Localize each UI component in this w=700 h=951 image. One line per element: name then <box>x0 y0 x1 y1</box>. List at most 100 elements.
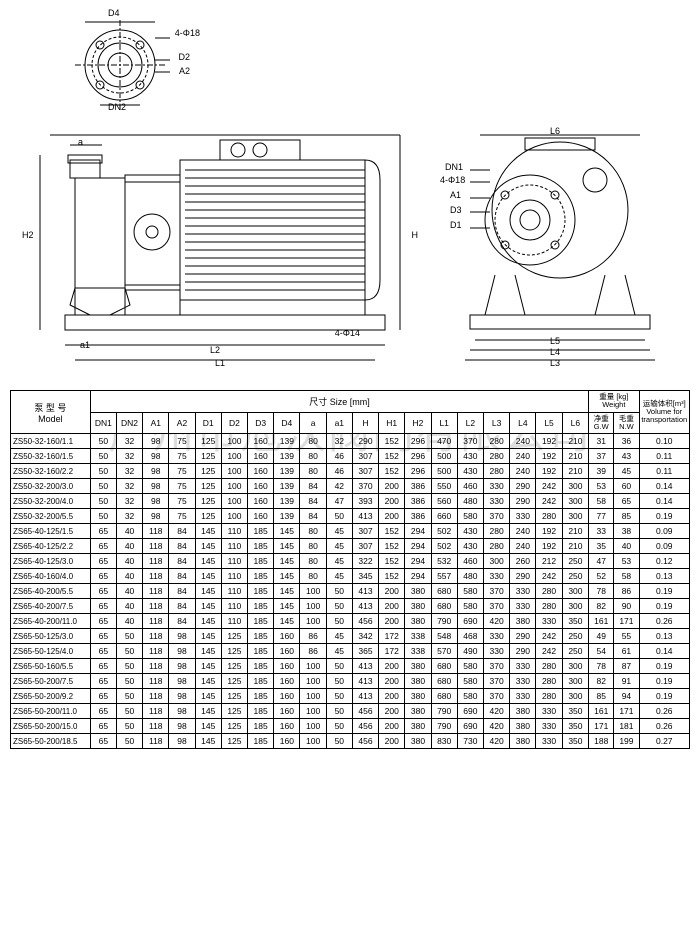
cell-dim: 80 <box>300 539 326 554</box>
cell-dim: 730 <box>457 734 483 749</box>
cell-dim: 45 <box>326 539 352 554</box>
cell-dim: 680 <box>431 599 457 614</box>
cell-dim: 370 <box>484 659 510 674</box>
cell-dim: 125 <box>221 674 247 689</box>
cell-dim: 160 <box>248 434 274 449</box>
cell-dim: 139 <box>274 434 300 449</box>
cell-vol: 0.10 <box>639 434 689 449</box>
hdr-dim: A2 <box>169 412 195 434</box>
table-row: ZS65-50-160/5.56550118981451251851601005… <box>11 659 690 674</box>
cell-dim: 50 <box>326 614 352 629</box>
cell-dim: 330 <box>536 719 562 734</box>
cell-dim: 118 <box>143 614 169 629</box>
cell-dim: 145 <box>195 524 221 539</box>
cell-dim: 294 <box>405 539 431 554</box>
cell-dim: 145 <box>195 584 221 599</box>
label-a2: A2 <box>179 66 190 76</box>
cell-dim: 65 <box>90 614 116 629</box>
cell-dim: 40 <box>116 614 142 629</box>
cell-dim: 430 <box>457 539 483 554</box>
table-row: ZS65-50-200/18.5655011898145125185160100… <box>11 734 690 749</box>
cell-model: ZS65-50-200/7.5 <box>11 674 91 689</box>
cell-dim: 125 <box>221 659 247 674</box>
cell-dim: 280 <box>484 449 510 464</box>
cell-dim: 330 <box>484 479 510 494</box>
cell-dim: 98 <box>169 704 195 719</box>
cell-dim: 110 <box>221 584 247 599</box>
table-row: ZS50-32-200/5.55032987512510016013984504… <box>11 509 690 524</box>
cell-dim: 118 <box>143 644 169 659</box>
cell-dim: 420 <box>484 704 510 719</box>
cell-dim: 460 <box>457 479 483 494</box>
cell-vol: 0.14 <box>639 479 689 494</box>
cell-model: ZS65-50-200/15.0 <box>11 719 91 734</box>
cell-dim: 172 <box>379 644 405 659</box>
cell-dim: 420 <box>484 614 510 629</box>
cell-dim: 430 <box>457 464 483 479</box>
cell-dim: 456 <box>352 719 378 734</box>
cell-dim: 185 <box>248 554 274 569</box>
cell-vol: 0.19 <box>639 659 689 674</box>
cell-dim: 40 <box>116 599 142 614</box>
cell-dim: 280 <box>484 539 510 554</box>
cell-dim: 250 <box>562 554 589 569</box>
cell-dim: 100 <box>300 719 326 734</box>
cell-dim: 47 <box>326 494 352 509</box>
cell-dim: 480 <box>457 569 483 584</box>
hdr-dim: D1 <box>195 412 221 434</box>
cell-dim: 160 <box>274 734 300 749</box>
cell-dim: 192 <box>536 464 562 479</box>
cell-dim: 185 <box>248 569 274 584</box>
hdr-dims-row: DN1 DN2 A1 A2 D1 D2 D3 D4 a a1 H H1 H2 L… <box>11 412 690 434</box>
cell-dim: 160 <box>274 659 300 674</box>
cell-vol: 0.09 <box>639 539 689 554</box>
hdr-volume: 运输体积[m³] Volume for transportation <box>639 391 689 434</box>
cell-dim: 50 <box>326 584 352 599</box>
table-row: ZS65-50-200/15.0655011898145125185160100… <box>11 719 690 734</box>
cell-dim: 532 <box>431 554 457 569</box>
hdr-dim: A1 <box>143 412 169 434</box>
side-view-drawing: a a1 H2 L2 L1 4-Φ14 H <box>20 120 420 370</box>
cell-dim: 118 <box>143 734 169 749</box>
cell-dim: 370 <box>484 689 510 704</box>
cell-model: ZS65-50-125/4.0 <box>11 644 91 659</box>
cell-dim: 380 <box>405 614 431 629</box>
cell-dim: 250 <box>562 569 589 584</box>
cell-dim: 125 <box>221 629 247 644</box>
label-4phi14: 4-Φ14 <box>335 328 360 338</box>
cell-gw: 58 <box>589 494 614 509</box>
cell-nw: 94 <box>614 689 639 704</box>
cell-dim: 185 <box>248 689 274 704</box>
table-row: ZS50-32-200/4.05032987512510016013984473… <box>11 494 690 509</box>
cell-dim: 557 <box>431 569 457 584</box>
cell-dim: 50 <box>90 449 116 464</box>
label-l6: L6 <box>550 126 560 136</box>
cell-dim: 160 <box>274 689 300 704</box>
cell-dim: 40 <box>116 524 142 539</box>
cell-dim: 280 <box>536 584 562 599</box>
cell-dim: 125 <box>221 644 247 659</box>
cell-dim: 46 <box>326 464 352 479</box>
cell-dim: 40 <box>116 569 142 584</box>
cell-dim: 50 <box>90 509 116 524</box>
cell-dim: 75 <box>169 494 195 509</box>
cell-nw: 40 <box>614 539 639 554</box>
cell-dim: 125 <box>195 494 221 509</box>
cell-dim: 413 <box>352 674 378 689</box>
cell-dim: 45 <box>326 629 352 644</box>
cell-model: ZS65-40-200/5.5 <box>11 584 91 599</box>
cell-dim: 330 <box>510 659 536 674</box>
cell-dim: 294 <box>405 554 431 569</box>
cell-dim: 42 <box>326 479 352 494</box>
cell-dim: 185 <box>248 704 274 719</box>
hdr-dim: L2 <box>457 412 483 434</box>
cell-dim: 393 <box>352 494 378 509</box>
cell-model: ZS65-40-160/4.0 <box>11 569 91 584</box>
cell-dim: 98 <box>143 434 169 449</box>
cell-dim: 185 <box>248 734 274 749</box>
cell-dim: 160 <box>274 704 300 719</box>
cell-dim: 65 <box>90 659 116 674</box>
table-body: ZS50-32-160/1.15032987512510016013980322… <box>11 434 690 749</box>
cell-vol: 0.19 <box>639 689 689 704</box>
cell-dim: 342 <box>352 629 378 644</box>
